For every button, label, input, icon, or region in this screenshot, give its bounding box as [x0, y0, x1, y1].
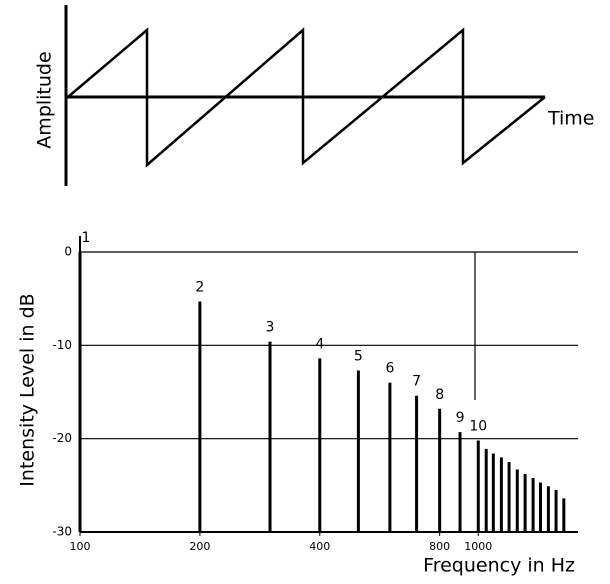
x-axis-label: Frequency in Hz: [423, 555, 575, 577]
x-tick-label: 1000: [464, 540, 492, 553]
x-tick-label: 400: [309, 540, 330, 553]
x-tick-label: 100: [70, 540, 91, 553]
amplitude-label: Amplitude: [34, 51, 56, 148]
waveform: [64, 5, 546, 186]
x-tick-label: 200: [189, 540, 210, 553]
harmonic-label: 7: [412, 374, 421, 390]
harmonic-label: 3: [266, 320, 275, 336]
harmonic-label: 8: [435, 387, 444, 403]
sawtooth-wave: [67, 27, 546, 168]
harmonic-label: 10: [469, 419, 487, 435]
time-label: Time: [547, 108, 595, 130]
harmonic-label: 4: [315, 336, 324, 352]
harmonic-label: 5: [354, 349, 363, 365]
harmonic-label: 9: [456, 410, 465, 426]
y-tick-label: -20: [52, 431, 72, 445]
y-tick-label: -10: [52, 338, 72, 352]
y-axis-label: Intensity Level in dB: [17, 293, 39, 486]
harmonic-label: 1: [82, 230, 91, 246]
harmonic-label: 2: [195, 279, 204, 295]
x-tick-label: 800: [429, 540, 450, 553]
y-tick-label: -30: [52, 525, 72, 539]
harmonic-label: 6: [385, 361, 394, 377]
y-tick-label: 0: [64, 245, 72, 259]
